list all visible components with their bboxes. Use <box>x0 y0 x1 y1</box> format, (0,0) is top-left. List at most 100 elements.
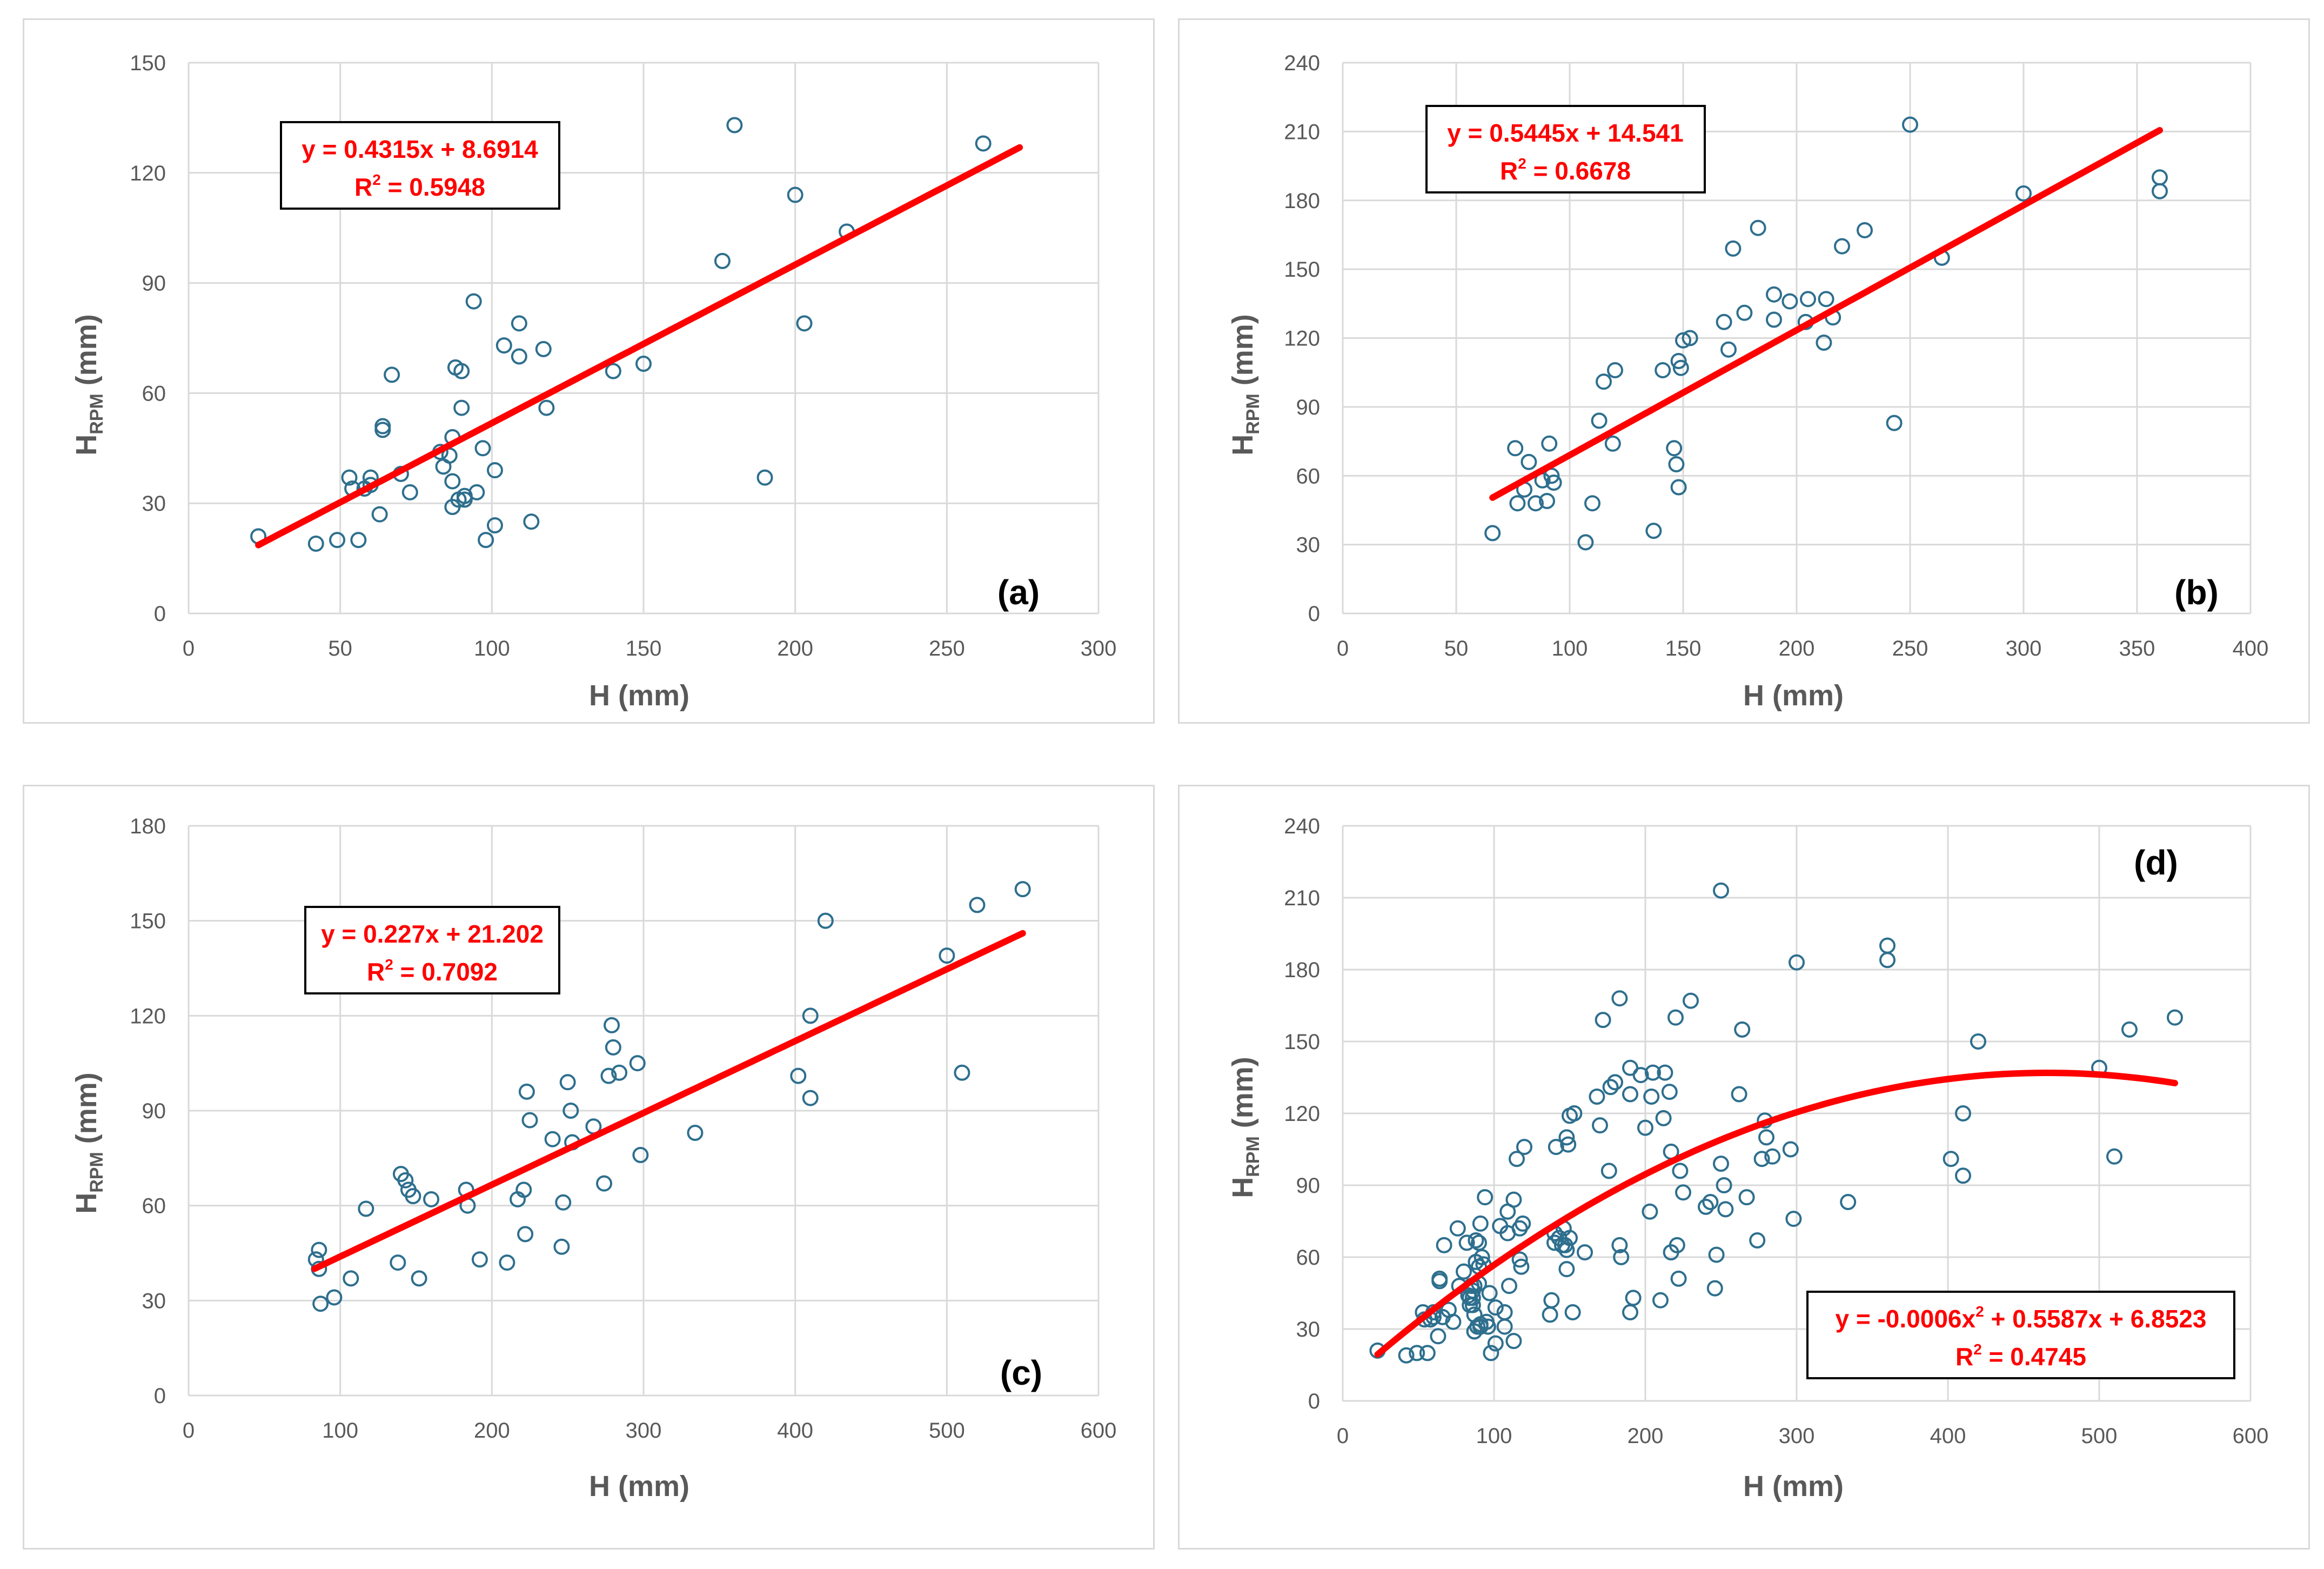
data-point <box>343 1270 359 1287</box>
y-axis-title-sub: RPM <box>1243 393 1263 435</box>
x-tick-label: 0 <box>1337 637 1349 660</box>
r-squared: R2 = 0.6678 <box>1500 155 1631 185</box>
trendline <box>255 144 1023 549</box>
data-point <box>374 418 391 435</box>
data-point <box>1419 1345 1436 1361</box>
data-point <box>1584 495 1600 512</box>
data-point <box>1902 116 1918 133</box>
x-tick-label: 0 <box>1337 1424 1349 1448</box>
data-point <box>1611 990 1628 1007</box>
data-point <box>544 1131 561 1147</box>
trendline-equation: y = -0.0006x2 + 0.5587x + 6.8523 <box>1835 1303 2206 1333</box>
data-point <box>1667 1009 1684 1026</box>
x-tick-label: 200 <box>777 637 813 660</box>
chart-panel-c <box>23 785 1155 1550</box>
data-point <box>1668 456 1685 473</box>
data-point <box>1558 1129 1575 1146</box>
data-point <box>1886 415 1903 431</box>
data-point <box>1637 1119 1653 1136</box>
y-axis-title-sub: RPM <box>1243 1136 1263 1177</box>
trendline <box>1489 127 2163 501</box>
data-point <box>790 1067 807 1084</box>
y-tick-label: 120 <box>1284 327 1320 351</box>
data-point <box>1484 525 1501 542</box>
tick-labels: 0 30 60 90 120 150 180 0 100 200 300 400 500 600 <box>130 814 1116 1443</box>
data-point <box>499 1254 515 1271</box>
data-point <box>401 484 418 500</box>
data-point <box>1682 330 1698 346</box>
data-point <box>1472 1215 1489 1232</box>
y-axis-title-main: H <box>1227 435 1259 456</box>
tick-labels: 0 30 60 90 120 150 180 210 240 0 50 100 150 200 250 300… <box>1284 51 2268 660</box>
data-point <box>1955 1167 1971 1184</box>
data-point <box>1645 1064 1661 1081</box>
data-point <box>1753 1151 1770 1167</box>
x-tick-label: 350 <box>2119 637 2155 660</box>
x-tick-label: 250 <box>929 637 965 660</box>
data-point <box>1458 1234 1475 1251</box>
data-point <box>1717 1201 1734 1218</box>
equation-box <box>1425 105 1706 193</box>
data-point <box>726 117 743 133</box>
data-point <box>1734 1021 1751 1038</box>
data-point <box>2167 1009 2183 1026</box>
data-point <box>1698 1198 1714 1215</box>
data-point <box>1551 1230 1568 1246</box>
y-tick-label: 150 <box>1284 1030 1320 1054</box>
data-point <box>1738 1189 1755 1206</box>
data-point <box>518 1083 535 1100</box>
data-point <box>1632 1067 1649 1084</box>
data-point <box>1505 1191 1522 1208</box>
data-point <box>1731 1086 1747 1103</box>
data-point <box>629 1055 646 1072</box>
y-tick-label: 30 <box>142 1289 166 1313</box>
data-point <box>1840 1194 1857 1211</box>
data-point <box>1595 1012 1611 1029</box>
x-tick-label: 100 <box>474 637 510 660</box>
data-point <box>495 337 512 354</box>
data-points <box>307 881 1031 1312</box>
x-tick-label: 100 <box>1476 1424 1512 1448</box>
trendline <box>311 930 1026 1272</box>
y-tick-label: 0 <box>1308 1390 1320 1413</box>
data-point <box>1642 1203 1658 1220</box>
data-point <box>559 1074 576 1091</box>
y-tick-label: 0 <box>154 1384 166 1408</box>
data-point <box>1521 453 1537 470</box>
y-tick-label: 180 <box>1284 189 1320 213</box>
chart-panel-b <box>1178 18 2310 724</box>
data-point <box>1541 435 1558 452</box>
data-point <box>1716 1177 1732 1193</box>
y-tick-label: 90 <box>1296 1174 1321 1198</box>
y-axis-title-unit: (mm) <box>1227 1057 1259 1136</box>
data-point <box>1670 479 1687 496</box>
y-tick-label: 150 <box>130 910 166 933</box>
data-point <box>311 1241 327 1258</box>
data-point <box>1545 474 1562 491</box>
data-point <box>1449 1220 1466 1237</box>
data-point <box>1750 219 1766 236</box>
data-point <box>1800 291 1816 308</box>
data-point <box>1496 1304 1513 1320</box>
y-tick-label: 60 <box>1296 1246 1321 1270</box>
data-point <box>1509 495 1526 512</box>
data-point <box>453 363 470 379</box>
y-tick-label: 0 <box>154 602 166 626</box>
x-axis-title: H (mm) <box>589 1470 689 1503</box>
trendline-equation: y = 0.227x + 21.202 <box>321 920 544 948</box>
data-point <box>1683 992 1699 1009</box>
data-point <box>1607 1074 1623 1091</box>
data-point <box>600 1067 617 1084</box>
data-point <box>1670 1270 1687 1287</box>
data-point <box>1766 311 1782 328</box>
data-point <box>453 399 470 416</box>
tick-labels: 0 30 60 90 120 150 0 50 100 150 200 250 300 <box>130 51 1116 660</box>
data-point <box>817 912 834 929</box>
x-tick-label: 400 <box>1930 1424 1966 1448</box>
data-point <box>1466 1323 1483 1340</box>
data-point <box>511 348 527 365</box>
data-point <box>1720 341 1737 358</box>
x-tick-label: 400 <box>777 1419 813 1443</box>
data-point <box>1607 362 1623 378</box>
